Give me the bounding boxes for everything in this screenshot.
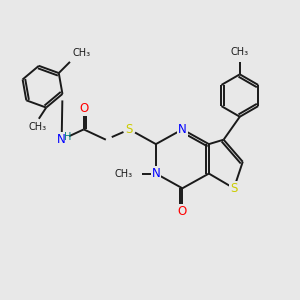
Text: N: N [152, 167, 160, 180]
Text: S: S [230, 182, 238, 195]
Text: O: O [79, 102, 88, 115]
Text: CH₃: CH₃ [28, 122, 46, 132]
Text: N: N [178, 123, 187, 136]
Text: S: S [126, 123, 133, 136]
Text: N: N [57, 133, 66, 146]
Text: O: O [178, 205, 187, 218]
Text: H: H [64, 132, 72, 142]
Text: CH₃: CH₃ [114, 169, 132, 178]
Text: CH₃: CH₃ [231, 47, 249, 57]
Text: CH₃: CH₃ [72, 48, 90, 58]
